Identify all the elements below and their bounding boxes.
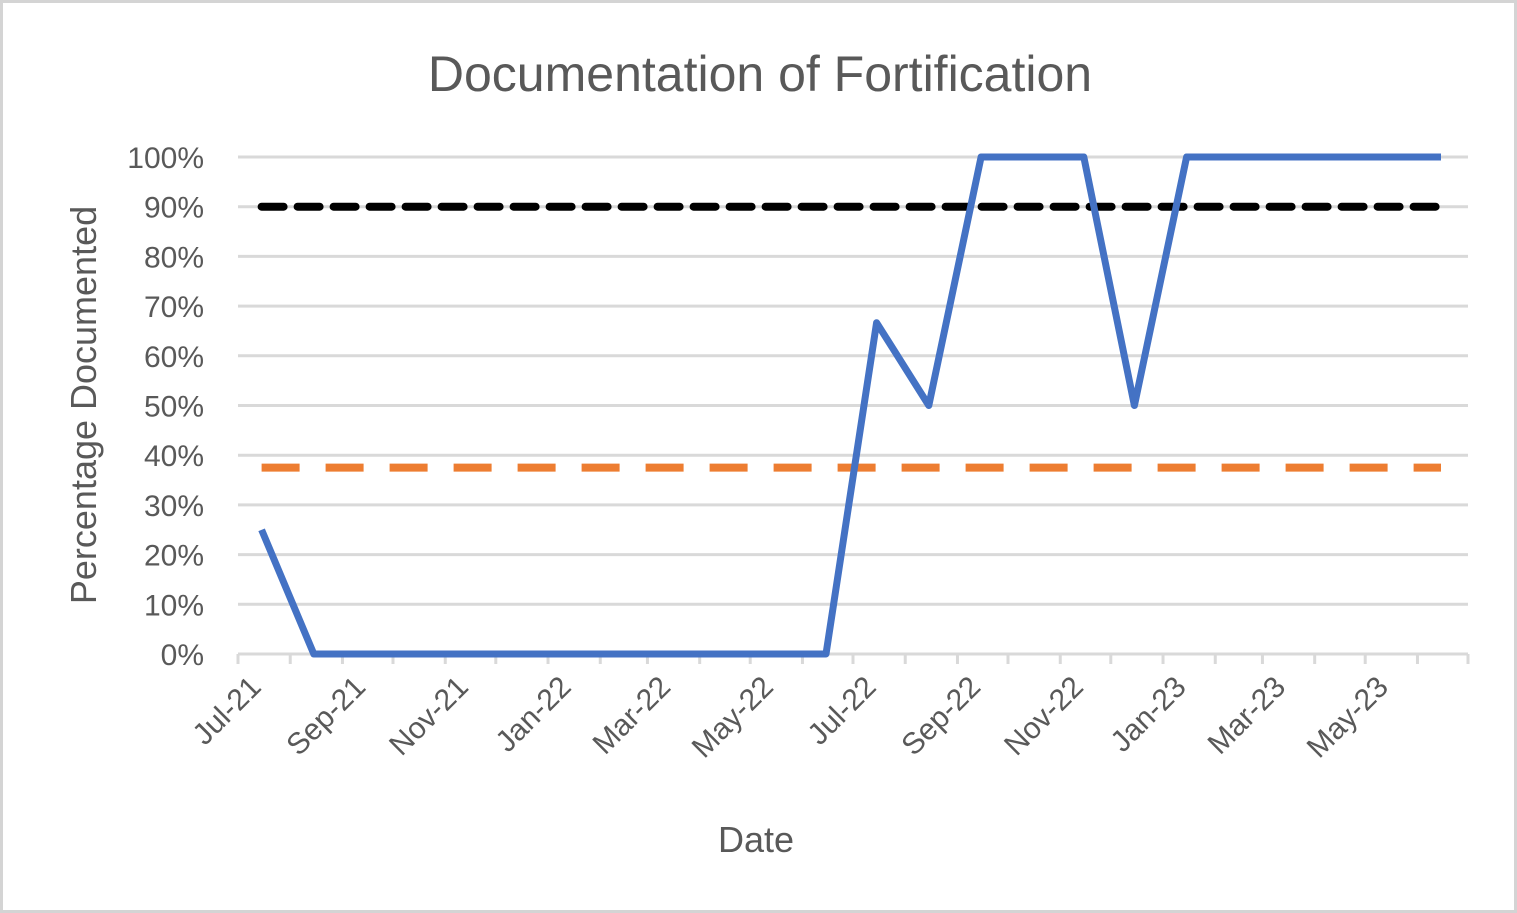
gridlines <box>238 155 1468 606</box>
y-axis-label: Percentage Documented <box>63 206 104 604</box>
x-tick-label: Mar-23 <box>1202 670 1293 761</box>
y-tick-label: 40% <box>144 440 204 473</box>
y-tick-label: 0% <box>161 639 204 672</box>
x-axis-label: Date <box>718 819 794 860</box>
x-tick-label: Mar-22 <box>587 670 678 761</box>
x-tick-label: May-23 <box>1301 670 1395 764</box>
x-tick-label: Jan-23 <box>1104 670 1192 758</box>
y-tick-label: 20% <box>144 540 204 573</box>
y-tick-label: 80% <box>144 241 204 274</box>
y-axis-ticks: 0% 10% 20% 30% 40% 50% 60% 70% 80% 90% 100% <box>127 142 204 672</box>
y-tick-label: 90% <box>144 192 204 225</box>
series-layer <box>257 153 1445 658</box>
y-tick-label: 30% <box>144 490 204 523</box>
y-tick-label: 100% <box>127 142 204 175</box>
series-line-percentage <box>258 153 1441 658</box>
x-tick-label: Jul-22 <box>802 670 883 751</box>
chart-title: Documentation of Fortification <box>428 46 1092 102</box>
x-axis: Jul-21 Sep-21 Nov-21 Jan-22 Mar-22 May-22 Jul-… <box>187 652 1470 764</box>
y-tick-label: 70% <box>144 291 204 324</box>
x-tick-label: May-22 <box>686 670 780 764</box>
y-tick-label: 60% <box>144 341 204 374</box>
y-tick-label: 10% <box>144 589 204 622</box>
y-tick-label: 50% <box>144 391 204 424</box>
x-tick-label: Jan-22 <box>489 670 577 758</box>
x-tick-label: Sep-22 <box>895 670 987 762</box>
x-tick-label: Jul-21 <box>187 670 268 751</box>
x-tick-label: Nov-21 <box>383 670 475 762</box>
x-tick-label: Nov-22 <box>998 670 1090 762</box>
x-tick-label: Sep-21 <box>280 670 372 762</box>
